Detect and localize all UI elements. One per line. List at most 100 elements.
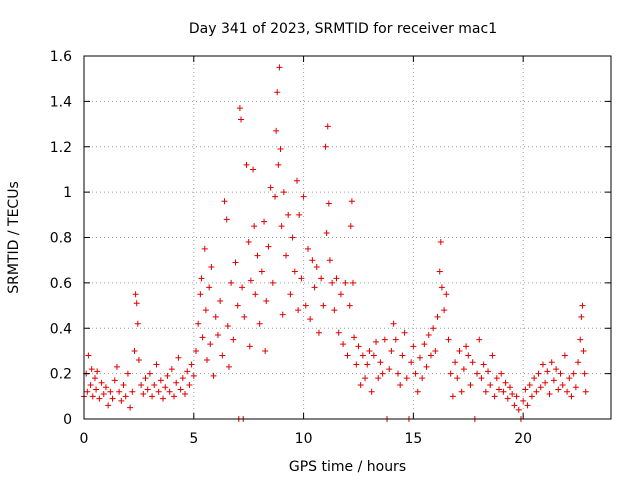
data-point (392, 336, 399, 343)
data-point (296, 211, 303, 218)
y-axis-label: SRMTID / TECUs (6, 181, 22, 294)
y-tick-label: 1.6 (50, 49, 72, 65)
data-point (504, 395, 511, 402)
data-point (85, 352, 92, 359)
data-point (225, 363, 232, 370)
data-point (557, 370, 564, 377)
data-point (250, 166, 257, 173)
data-point (445, 336, 452, 343)
data-point (366, 347, 373, 354)
data-point (346, 302, 353, 309)
data-point (572, 384, 579, 391)
data-points (81, 64, 589, 422)
grid-lines (84, 56, 611, 419)
data-point (509, 391, 516, 398)
data-point (553, 366, 560, 373)
data-point (127, 404, 134, 411)
data-point (274, 89, 281, 96)
y-tick-label: 0.8 (50, 231, 72, 247)
data-point (313, 263, 320, 270)
data-point (247, 277, 254, 284)
data-point (230, 336, 237, 343)
data-point (93, 386, 100, 393)
data-point (116, 388, 123, 395)
data-point (275, 161, 282, 168)
data-point (277, 146, 284, 153)
data-point (395, 370, 402, 377)
data-point (202, 307, 209, 314)
data-point (98, 379, 105, 386)
data-point (323, 229, 330, 236)
data-point (295, 307, 302, 314)
data-point (160, 395, 167, 402)
data-point (118, 397, 125, 404)
data-point (362, 375, 369, 382)
data-point (131, 347, 138, 354)
data-point (199, 334, 206, 341)
data-point (348, 198, 355, 205)
data-point (254, 252, 261, 259)
plot-frame (83, 55, 612, 420)
data-point (135, 357, 142, 364)
data-point (324, 123, 331, 130)
data-point (480, 361, 487, 368)
data-point (166, 388, 173, 395)
data-point (89, 393, 96, 400)
data-point (285, 211, 292, 218)
data-point (111, 377, 118, 384)
data-point (430, 325, 437, 332)
data-point (149, 393, 156, 400)
data-point (157, 377, 164, 384)
data-point (333, 275, 340, 282)
data-point (416, 354, 423, 361)
data-point (162, 384, 169, 391)
data-point (575, 359, 582, 366)
data-point (245, 239, 252, 246)
data-point (120, 381, 127, 388)
data-point (107, 388, 114, 395)
data-point (524, 402, 531, 409)
data-point (91, 375, 98, 382)
data-point (84, 388, 91, 395)
data-point (256, 320, 263, 327)
data-point (208, 263, 215, 270)
data-point (280, 189, 287, 196)
data-point (164, 372, 171, 379)
data-point (454, 375, 461, 382)
data-point (188, 361, 195, 368)
data-point (322, 143, 329, 150)
data-point (419, 375, 426, 382)
x-tick-label: 20 (514, 431, 532, 447)
data-point (331, 307, 338, 314)
data-point (246, 343, 253, 350)
data-point (232, 259, 239, 266)
data-point (267, 184, 274, 191)
data-point (239, 284, 246, 291)
y-tick-label: 0.2 (50, 367, 72, 383)
data-point (184, 368, 191, 375)
data-point (279, 311, 286, 318)
data-point (261, 218, 268, 225)
data-point (171, 393, 178, 400)
data-point (476, 336, 483, 343)
data-point (443, 291, 450, 298)
y-tick-label: 0.6 (50, 276, 72, 292)
data-point (489, 352, 496, 359)
data-point (243, 161, 250, 168)
data-point (506, 384, 513, 391)
data-point (511, 402, 518, 409)
x-tick-label: 0 (80, 431, 89, 447)
data-point (555, 386, 562, 393)
data-point (129, 388, 136, 395)
data-point (357, 381, 364, 388)
axis-ticks (83, 55, 611, 420)
data-point (217, 298, 224, 305)
data-point (238, 116, 245, 123)
y-tick-label: 1.4 (50, 94, 72, 110)
data-point (320, 302, 327, 309)
data-point (335, 329, 342, 336)
x-axis-label: GPS time / hours (289, 459, 406, 475)
data-point (397, 381, 404, 388)
data-point (219, 352, 226, 359)
data-point (234, 302, 241, 309)
